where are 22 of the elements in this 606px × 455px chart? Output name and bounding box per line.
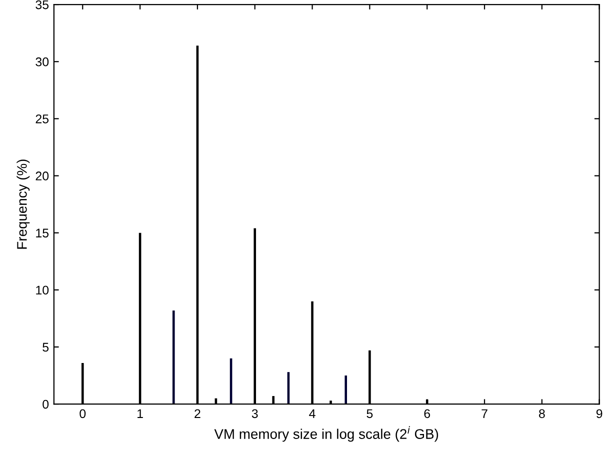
y-tick-label: 35	[36, 0, 49, 10]
x-tick-label: 1	[138, 409, 143, 418]
x-tick-label: 6	[424, 409, 430, 418]
x-tick-label: 8	[538, 409, 545, 418]
x-tick-label: 4	[309, 409, 316, 418]
y-tick-label: 0	[42, 400, 49, 409]
y-tick-label: 15	[36, 228, 49, 238]
x-tick-label: 0	[80, 409, 86, 418]
x-tick-label: 5	[366, 409, 373, 418]
y-tick-label: 5	[42, 342, 49, 352]
x-tick-label: 7	[482, 409, 488, 418]
x-axis-title: VM memory size in log scale (2$^{i}$ GB)	[214, 426, 438, 442]
bar	[172, 310, 175, 404]
bar	[344, 376, 348, 404]
y-axis-title: Frequency (%)	[16, 160, 30, 249]
x-tick-label: 9	[596, 409, 602, 418]
x-tick-label: 2	[194, 409, 200, 418]
y-tick-label: 10	[36, 286, 49, 295]
y-tick-label: 25	[36, 114, 49, 124]
x-tick-label: 3	[252, 409, 258, 418]
y-tick-label: 30	[36, 57, 49, 66]
y-tick-label: 20	[36, 172, 49, 180]
